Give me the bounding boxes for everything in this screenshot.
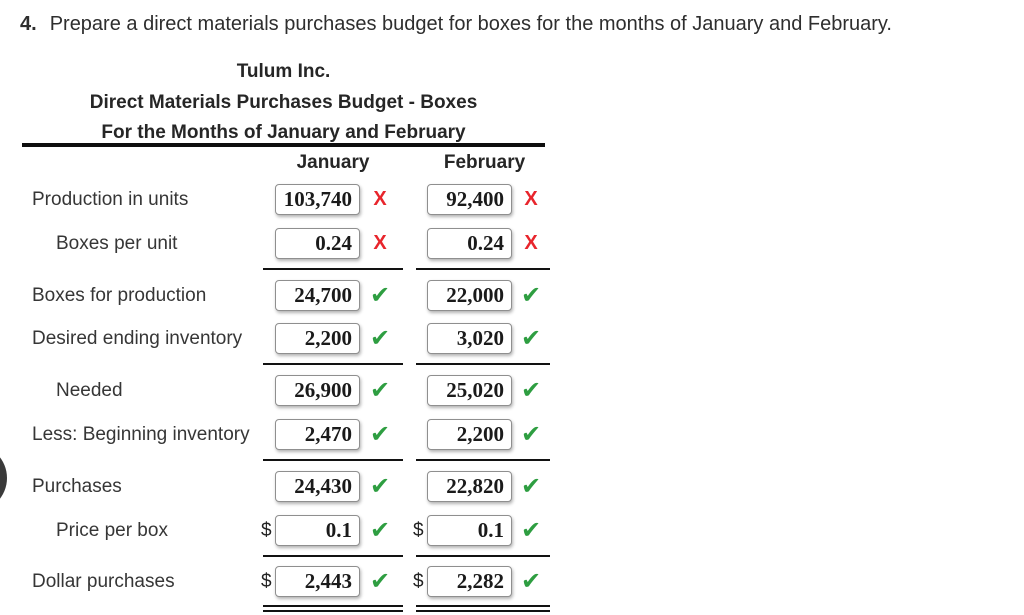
question-instruction: 4. Prepare a direct materials purchases b… xyxy=(20,13,892,36)
january-status-icon: ✔ xyxy=(369,517,391,544)
february-dollar-sign: $ xyxy=(413,571,424,592)
january-input[interactable] xyxy=(275,184,360,215)
january-status-icon: X xyxy=(373,188,387,210)
report-period: For the Months of January and February xyxy=(101,122,466,143)
january-input[interactable] xyxy=(275,375,360,406)
february-status-icon: ✔ xyxy=(520,517,542,544)
february-status-icon: X xyxy=(524,231,538,254)
row-label: Needed xyxy=(56,380,123,401)
january-input[interactable] xyxy=(275,471,360,502)
february-status-icon: ✔ xyxy=(520,421,542,448)
subtotal-rule xyxy=(263,459,403,461)
table-row: Boxes for production ✔ ✔ xyxy=(0,279,580,311)
january-status-icon: ✔ xyxy=(369,421,391,448)
partial-nav-button[interactable] xyxy=(0,444,7,512)
subtotal-rule xyxy=(416,609,550,612)
row-label: Boxes per unit xyxy=(56,232,178,254)
subtotal-rule xyxy=(416,363,550,365)
table-row: Purchases ✔ ✔ xyxy=(0,471,580,502)
table-row: Dollar purchases $ ✔ $ ✔ xyxy=(0,566,580,597)
row-label: Price per box xyxy=(56,520,168,541)
row-label: Purchases xyxy=(32,476,122,497)
header-rule xyxy=(22,143,545,147)
subtotal-rule xyxy=(263,604,403,607)
january-input[interactable] xyxy=(275,419,360,450)
table-row: Price per box $ ✔ $ ✔ xyxy=(0,515,580,546)
february-input[interactable] xyxy=(427,227,512,259)
question-number: 4. xyxy=(20,13,37,35)
subtotal-rule xyxy=(263,555,403,557)
february-input[interactable] xyxy=(427,515,512,546)
company-name: Tulum Inc. xyxy=(236,61,331,82)
january-status-icon: ✔ xyxy=(369,325,391,352)
january-status-icon: X xyxy=(373,231,387,254)
table-row: Desired ending inventory ✔ ✔ xyxy=(0,323,580,354)
january-input[interactable] xyxy=(275,227,360,259)
january-input[interactable] xyxy=(275,279,360,311)
column-header-february: February xyxy=(443,152,526,173)
february-status-icon: ✔ xyxy=(520,325,542,352)
february-input[interactable] xyxy=(427,184,512,215)
report-title: Direct Materials Purchases Budget - Boxe… xyxy=(89,91,478,113)
table-row: Boxes per unit X X xyxy=(0,227,580,259)
february-status-icon: ✔ xyxy=(520,473,542,500)
subtotal-rule xyxy=(416,267,550,270)
january-status-icon: ✔ xyxy=(369,473,391,500)
row-label: Less: Beginning inventory xyxy=(32,424,250,445)
table-row: Less: Beginning inventory ✔ ✔ xyxy=(0,419,580,450)
table-title-block: Tulum Inc. Direct Materials Purchases Bu… xyxy=(22,57,545,149)
february-dollar-sign: $ xyxy=(413,520,424,541)
february-input[interactable] xyxy=(427,419,512,450)
table-row: Needed ✔ ✔ xyxy=(0,375,580,406)
subtotal-rule xyxy=(263,609,403,612)
table-row: Production in units X X xyxy=(0,184,580,215)
february-status-icon: ✔ xyxy=(520,568,542,595)
february-input[interactable] xyxy=(427,279,512,311)
row-label: Production in units xyxy=(32,189,189,210)
february-input[interactable] xyxy=(427,323,512,354)
february-input[interactable] xyxy=(427,471,512,502)
january-input[interactable] xyxy=(275,323,360,354)
row-label: Dollar purchases xyxy=(32,571,175,592)
question-text: Prepare a direct materials purchases bud… xyxy=(49,13,892,35)
february-input[interactable] xyxy=(427,375,512,406)
subtotal-rule xyxy=(416,604,550,607)
row-label: Boxes for production xyxy=(32,284,207,306)
row-label: Desired ending inventory xyxy=(32,328,243,349)
february-status-icon: ✔ xyxy=(520,377,542,404)
january-input[interactable] xyxy=(275,566,360,597)
subtotal-rule xyxy=(263,363,403,365)
january-status-icon: ✔ xyxy=(369,377,391,404)
subtotal-rule xyxy=(416,459,550,461)
january-dollar-sign: $ xyxy=(261,520,272,541)
january-status-icon: ✔ xyxy=(369,281,391,309)
january-dollar-sign: $ xyxy=(261,571,272,592)
subtotal-rule xyxy=(263,267,403,270)
subtotal-rule xyxy=(416,555,550,557)
february-status-icon: X xyxy=(524,188,538,210)
february-status-icon: ✔ xyxy=(520,281,542,309)
column-header-january: January xyxy=(296,152,370,173)
january-status-icon: ✔ xyxy=(369,568,391,595)
january-input[interactable] xyxy=(275,515,360,546)
february-input[interactable] xyxy=(427,566,512,597)
